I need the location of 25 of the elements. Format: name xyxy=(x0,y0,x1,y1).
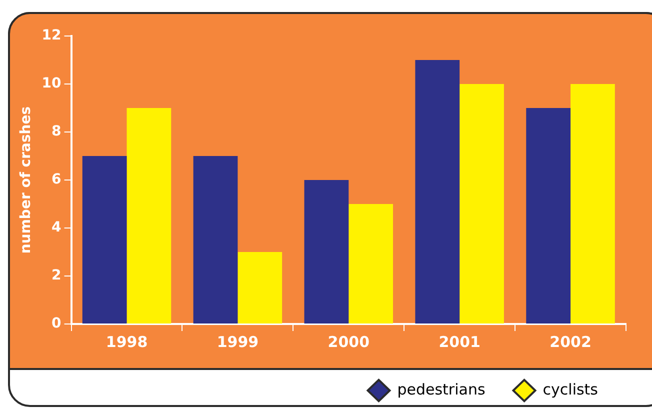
bar xyxy=(304,180,349,324)
y-tick-label: 0 xyxy=(52,316,62,332)
bar xyxy=(82,156,127,324)
bar xyxy=(570,84,615,324)
y-tick-label: 10 xyxy=(42,76,62,92)
bar xyxy=(460,84,504,324)
bar xyxy=(238,252,282,324)
legend-label: cyclists xyxy=(542,380,598,398)
y-tick-label: 2 xyxy=(52,268,62,284)
x-tick-label: 2002 xyxy=(550,332,592,351)
x-tick-label: 2000 xyxy=(328,332,370,351)
bar xyxy=(348,204,394,324)
y-tick-label: 8 xyxy=(52,124,62,140)
bar xyxy=(193,156,238,324)
legend-label: pedestrians xyxy=(397,380,486,398)
bar xyxy=(126,108,172,324)
bar xyxy=(415,60,460,324)
y-axis-title: number of crashes xyxy=(18,106,34,254)
x-tick-label: 1998 xyxy=(106,332,148,351)
y-tick-label: 6 xyxy=(52,172,62,188)
x-tick-label: 2001 xyxy=(438,332,480,351)
y-tick-label: 12 xyxy=(42,28,62,44)
y-tick-label: 4 xyxy=(52,220,62,236)
x-tick-label: 1999 xyxy=(216,332,259,351)
bar xyxy=(526,108,571,324)
